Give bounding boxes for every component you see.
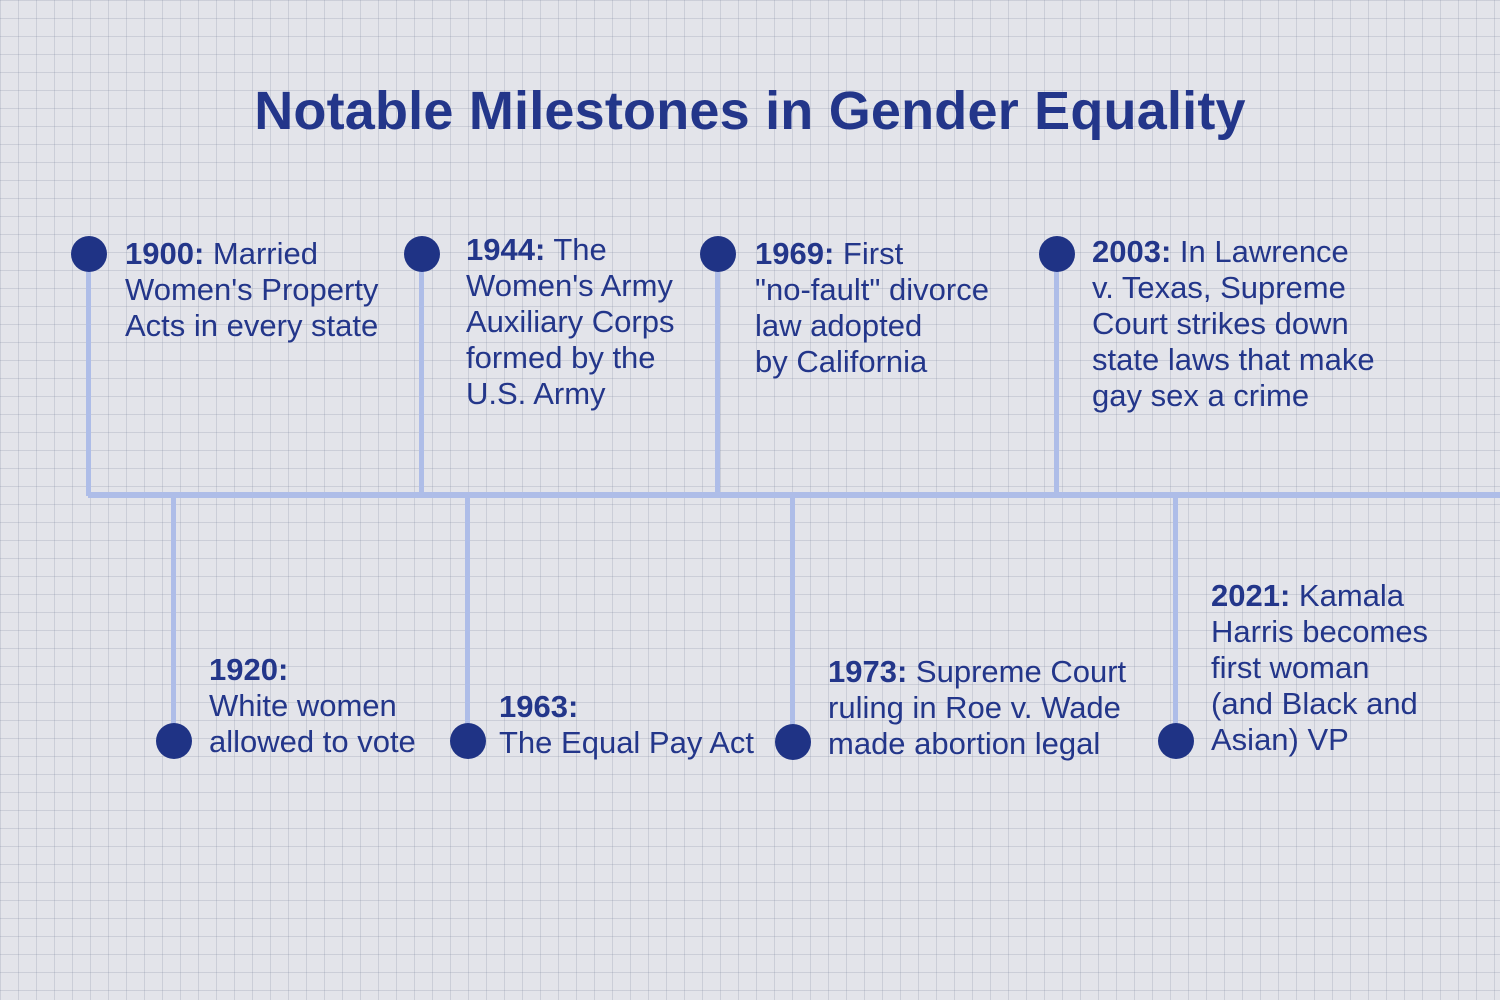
milestone-text: gay sex a crime [1092,378,1310,413]
timeline-marker [1158,723,1194,759]
milestone-text: In Lawrence [1179,234,1349,269]
milestone-1963: 1963: The Equal Pay Act [499,689,754,761]
milestone-text: "no-fault" divorce [755,272,989,307]
milestone-text: Court strikes down [1092,306,1349,341]
milestone-text: (and Black and [1211,686,1418,721]
milestone-year: 1969: [755,236,835,271]
timeline-marker [404,236,440,272]
timeline-marker [775,724,811,760]
milestone-text: law adopted [755,308,923,343]
timeline-stem [171,495,176,741]
milestone-year: 1920: [209,652,289,687]
milestone-text: The [553,232,607,267]
timeline-marker [71,236,107,272]
milestone-text: Women's Army [466,268,673,303]
milestone-1900: 1900: Married Women's Property Acts in e… [125,236,378,344]
milestone-text: formed by the [466,340,656,375]
milestone-text: state laws that make [1092,342,1375,377]
timeline-stem [790,495,795,741]
milestone-year: 1900: [125,236,205,271]
milestone-text: v. Texas, Supreme [1092,270,1346,305]
milestone-1969: 1969: First "no-fault" divorce law adopt… [755,236,989,380]
milestone-year: 1973: [828,654,908,689]
milestone-text: Acts in every state [125,308,379,343]
timeline-stem [465,495,470,741]
milestone-2003: 2003: In Lawrence v. Texas, Supreme Cour… [1092,234,1375,414]
timeline-marker [156,723,192,759]
milestone-year: 2003: [1092,234,1172,269]
timeline-stem [86,254,91,496]
milestone-text: Asian) VP [1211,722,1349,757]
timeline-marker [1039,236,1075,272]
milestone-text: first woman [1211,650,1370,685]
milestone-text: Married [212,236,319,271]
timeline-marker [450,723,486,759]
milestone-year: 1944: [466,232,546,267]
timeline-stem [1173,495,1178,741]
timeline-marker [700,236,736,272]
milestone-text: Kamala [1298,578,1405,613]
milestone-year: 1963: [499,689,579,724]
milestone-year: 2021: [1211,578,1291,613]
milestone-text: Harris becomes [1211,614,1429,649]
milestone-text: First [842,236,904,271]
milestone-text: The Equal Pay Act [499,725,755,760]
page-title: Notable Milestones in Gender Equality [254,81,1246,141]
milestone-1973: 1973: Supreme Court ruling in Roe v. Wad… [828,654,1126,762]
milestone-1920: 1920: White women allowed to vote [209,652,416,760]
milestone-text: Women's Property [125,272,379,307]
milestone-text: by California [755,344,928,379]
milestone-1944: 1944: The Women's Army Auxiliary Corps f… [466,232,674,412]
milestone-text: White women [209,688,397,723]
milestone-text: Supreme Court [915,654,1127,689]
milestone-text: made abortion legal [828,726,1101,761]
timeline-stem [1054,254,1059,496]
milestone-text: Auxiliary Corps [466,304,675,339]
milestone-text: allowed to vote [209,724,416,759]
milestone-2021: 2021: Kamala Harris becomes first woman … [1211,578,1428,758]
milestone-text: ruling in Roe v. Wade [828,690,1121,725]
timeline-stem [715,254,720,496]
milestone-text: U.S. Army [466,376,606,411]
timeline-stem [419,254,424,496]
